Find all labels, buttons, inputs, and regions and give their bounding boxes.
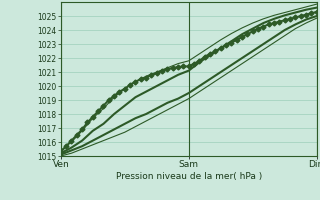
X-axis label: Pression niveau de la mer( hPa ): Pression niveau de la mer( hPa ) [116, 172, 262, 181]
